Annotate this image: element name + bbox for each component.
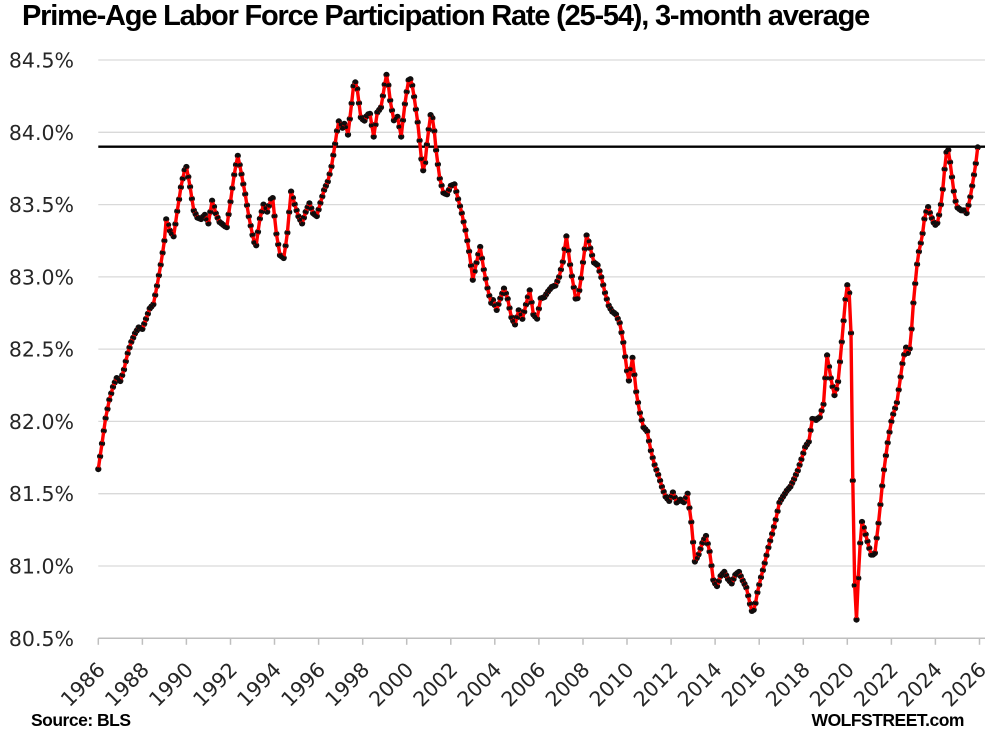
x-tick-label: 2008: [541, 658, 595, 712]
x-tick-label: 2002: [408, 658, 462, 712]
series-line: [96, 73, 980, 622]
x-tick-label: 1986: [56, 658, 110, 712]
y-tick-label: 81.0%: [9, 555, 74, 579]
y-tick-label: 84.0%: [9, 121, 74, 145]
x-tick-label: 1994: [232, 658, 286, 712]
x-tick-label: 1988: [100, 658, 154, 712]
source-label: Source: BLS: [31, 710, 131, 730]
x-tick-label: 2010: [585, 658, 639, 712]
x-tick-label: 2000: [364, 658, 418, 712]
y-tick-label: 83.0%: [9, 265, 74, 289]
y-tick-label: 82.0%: [9, 410, 74, 434]
chart-footer: Source: BLS WOLFSTREET.com: [0, 710, 988, 738]
x-tick-label: 2006: [497, 658, 551, 712]
y-tick-label: 83.5%: [9, 193, 74, 217]
data-point-marker-centers: [96, 73, 980, 622]
x-tick-label: 2016: [717, 658, 771, 712]
y-tick-label: 80.5%: [9, 627, 74, 651]
chart-title: Prime-Age Labor Force Participation Rate…: [22, 0, 870, 32]
branding-label: WOLFSTREET.com: [811, 710, 965, 730]
x-tick-label: 2024: [893, 658, 947, 712]
x-tick-label: 2022: [849, 658, 903, 712]
x-tick-label: 2014: [673, 658, 727, 712]
y-tick-label: 84.5%: [9, 49, 74, 73]
y-tick-label: 81.5%: [9, 482, 74, 506]
data-point-markers: [95, 71, 981, 623]
x-tick-label: 1996: [276, 658, 330, 712]
x-tick-label: 2018: [761, 658, 815, 712]
x-tick-label: 1998: [320, 658, 374, 712]
x-tick-label: 2012: [629, 658, 683, 712]
x-tick-label: 2020: [805, 658, 859, 712]
x-tick-label: 2026: [937, 658, 988, 712]
x-tick-label: 1990: [144, 658, 198, 712]
x-tick-label: 1992: [188, 658, 242, 712]
y-tick-label: 82.5%: [9, 338, 74, 362]
x-tick-label: 2004: [452, 658, 506, 712]
